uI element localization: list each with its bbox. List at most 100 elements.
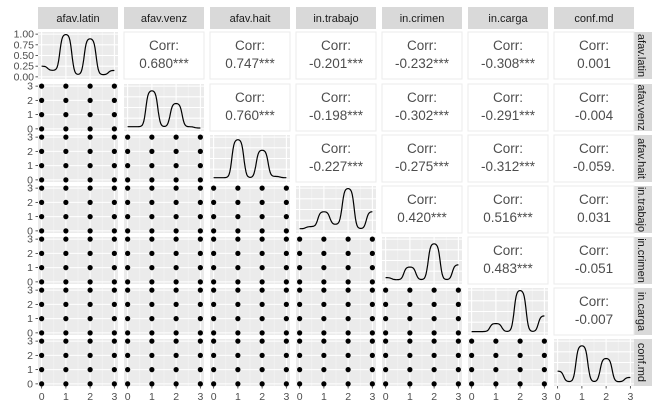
column-strip-label: afav.venz <box>141 13 187 25</box>
scatter-point <box>259 250 265 256</box>
column-strip <box>124 7 204 29</box>
scatter-point <box>383 287 389 293</box>
scatter-point <box>125 228 131 234</box>
correlation-panel <box>467 236 549 285</box>
scatter-point <box>149 185 155 191</box>
scatter-point <box>87 279 93 285</box>
scatter-point <box>431 381 437 387</box>
scatter-point <box>431 338 437 344</box>
scatter-point <box>283 352 289 358</box>
scatter-point <box>369 367 375 373</box>
x-tick-label: 1 <box>579 391 585 403</box>
correlation-panel <box>295 134 377 183</box>
scatter-point <box>197 279 203 285</box>
scatter-point <box>87 185 93 191</box>
scatter-point <box>259 316 265 322</box>
scatter-point <box>369 330 375 336</box>
scatter-point <box>197 228 203 234</box>
scatter-point <box>259 367 265 373</box>
scatter-point <box>111 228 117 234</box>
scatter-point <box>493 338 499 344</box>
corr-value: -0.308*** <box>481 56 536 71</box>
scatter-point <box>39 301 45 307</box>
scatter-point <box>149 214 155 220</box>
density-curve <box>385 243 459 281</box>
scatter-point <box>235 250 241 256</box>
scatter-point <box>211 287 217 293</box>
scatter-point <box>321 250 327 256</box>
scatter-point <box>259 301 265 307</box>
y-tick-label: 3 <box>27 336 33 348</box>
scatter-point <box>125 301 131 307</box>
scatter-point <box>297 338 303 344</box>
scatter-point <box>455 301 461 307</box>
correlation-panel <box>467 185 549 234</box>
y-tick-label: 0 <box>27 378 33 390</box>
scatter-point <box>235 199 241 205</box>
scatter-point <box>283 265 289 271</box>
scatter-point <box>63 367 69 373</box>
scatter-point <box>39 330 45 336</box>
scatter-point <box>111 185 117 191</box>
scatter-point <box>297 287 303 293</box>
scatter-point <box>283 287 289 293</box>
correlation-panel <box>209 31 291 80</box>
scatter-point <box>39 250 45 256</box>
scatter-point <box>63 185 69 191</box>
scatter-point <box>369 279 375 285</box>
scatter-point <box>455 316 461 322</box>
corr-value: 0.483*** <box>483 261 533 276</box>
scatter-point <box>87 330 93 336</box>
panel-grid <box>124 339 204 386</box>
scatter-point <box>235 352 241 358</box>
scatter-point <box>235 330 241 336</box>
scatter-point <box>235 228 241 234</box>
scatter-point <box>369 287 375 293</box>
scatter-point <box>259 199 265 205</box>
scatter-point <box>125 214 131 220</box>
y-tick-label: 0 <box>27 174 33 186</box>
corr-title: Corr: <box>579 90 609 105</box>
corr-title: Corr: <box>579 141 609 156</box>
scatter-point <box>111 112 117 118</box>
scatter-point <box>283 250 289 256</box>
scatter-point <box>493 367 499 373</box>
scatter-point <box>173 199 179 205</box>
scatter-point <box>39 352 45 358</box>
scatter-point <box>87 301 93 307</box>
scatter-point <box>345 381 351 387</box>
scatter-point <box>369 338 375 344</box>
y-tick-label: 1 <box>27 160 33 172</box>
scatter-point <box>469 352 475 358</box>
row-strip <box>632 135 652 182</box>
scatter-point <box>345 338 351 344</box>
y-tick-label: 1 <box>27 364 33 376</box>
panel-grid <box>124 186 204 233</box>
scatter-point <box>407 316 413 322</box>
column-strip <box>210 7 290 29</box>
column-strip-label: in.crimen <box>400 13 445 25</box>
scatter-point <box>197 301 203 307</box>
panel-grid <box>382 339 462 386</box>
corr-value: -0.232*** <box>395 56 450 71</box>
corr-value: 0.760*** <box>225 108 275 123</box>
corr-title: Corr: <box>493 243 523 258</box>
column-strip <box>38 7 118 29</box>
scatter-point <box>63 265 69 271</box>
scatter-point <box>297 381 303 387</box>
correlation-panel <box>295 31 377 80</box>
scatter-point <box>383 352 389 358</box>
scatter-point <box>211 301 217 307</box>
scatter-point <box>407 330 413 336</box>
panel-grid <box>296 288 376 335</box>
scatter-point <box>235 265 241 271</box>
scatter-point <box>211 185 217 191</box>
scatter-point <box>173 316 179 322</box>
scatter-point <box>63 236 69 242</box>
scatter-point <box>235 367 241 373</box>
scatter-point <box>283 214 289 220</box>
panel-grid <box>124 84 204 131</box>
scatter-point <box>469 367 475 373</box>
scatter-point <box>431 287 437 293</box>
y-tick-label: 1 <box>27 262 33 274</box>
